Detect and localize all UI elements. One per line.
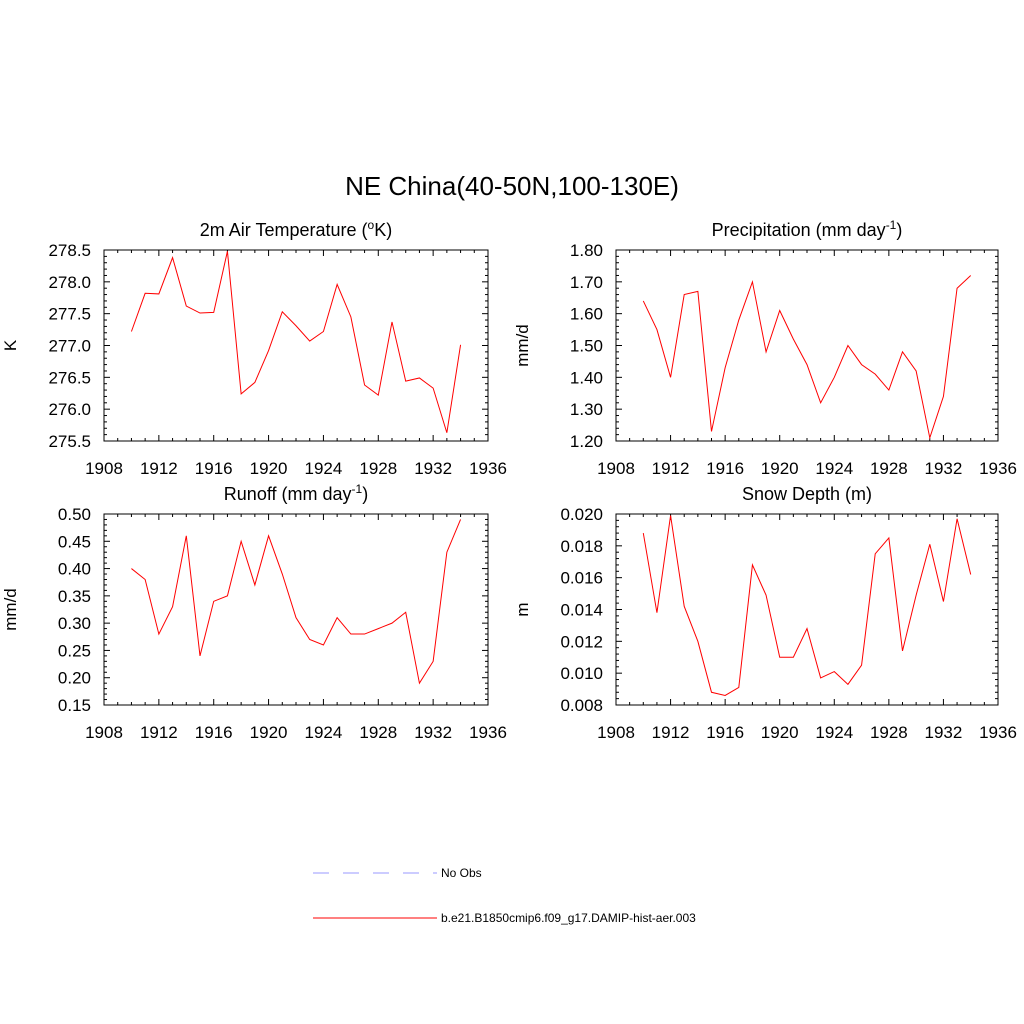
panel-2-xtick-label: 1936 (979, 459, 1017, 478)
panel-3-ytick-label: 0.50 (58, 505, 91, 524)
panel-3-ytick-label: 0.40 (58, 560, 91, 579)
panel-3-ytick-label: 0.30 (58, 614, 91, 633)
panel-4-ytick-label: 0.008 (560, 696, 603, 715)
panel-1-xtick-label: 1920 (250, 459, 288, 478)
panel-2-series-line (642, 275, 972, 440)
panel-3-ytick-label: 0.20 (58, 669, 91, 688)
panel-2-xtick-label: 1920 (761, 459, 799, 478)
panel-3-title-tail: ) (362, 484, 368, 504)
panel-1-ytick-label: 277.5 (48, 305, 91, 324)
panel-4-title-main: Snow Depth (m) (742, 484, 872, 504)
panel-2-xtick-label: 1912 (652, 459, 690, 478)
panel-1-xtick-label: 1916 (195, 459, 233, 478)
panel-2-ytick-label: 1.40 (570, 368, 603, 387)
panel-3-ytick-label: 0.45 (58, 532, 91, 551)
figure-title: NE China(40-50N,100-130E) (345, 171, 679, 201)
panel-1-xtick-label: 1924 (305, 459, 343, 478)
panel-1-ytick-label: 276.5 (48, 368, 91, 387)
panel-3-frame (103, 513, 489, 706)
panel-4-xtick-label: 1916 (706, 723, 744, 742)
panel-3-title-main: Runoff (mm day (224, 484, 352, 504)
panel-1-frame (103, 249, 489, 442)
panel-2-ylabel: mm/d (513, 324, 532, 367)
panel-3-xtick-label: 1916 (195, 723, 233, 742)
panel-2-xtick-label: 1924 (815, 459, 853, 478)
panel-2-ytick-label: 1.60 (570, 305, 603, 324)
panel-2-xtick-label: 1916 (706, 459, 744, 478)
panel-4-xtick-label: 1912 (652, 723, 690, 742)
panel-4-ytick-label: 0.020 (560, 505, 603, 524)
panel-1-xtick-label: 1932 (414, 459, 452, 478)
panel-1-xtick-label: 1912 (140, 459, 178, 478)
panel-3-xtick-label: 1932 (414, 723, 452, 742)
panel-1-ytick-label: 278.5 (48, 241, 91, 260)
panel-2-ytick-label: 1.20 (570, 432, 603, 451)
panel-1: 1908 1912 1916 1920 1924 1928 1932 1936 275.5 276… (1, 218, 507, 478)
panel-1-series-line (130, 251, 462, 433)
panel-1-title-tail: K) (374, 220, 392, 240)
panel-1-ylabel: K (1, 339, 20, 351)
panel-1-ytick-label: 276.0 (48, 400, 91, 419)
panel-4-xtick-label: 1928 (870, 723, 908, 742)
panel-4-xtick-label: 1920 (761, 723, 799, 742)
panel-1-xtick-label: 1908 (85, 459, 123, 478)
panel-4-series-line (642, 515, 972, 696)
panel-3-xtick-label: 1924 (305, 723, 343, 742)
panel-4-xtick-label: 1936 (979, 723, 1017, 742)
panel-4-ytick-label: 0.010 (560, 664, 603, 683)
legend-model-label: b.e21.B1850cmip6.f09_g17.DAMIP-hist-aer.… (441, 911, 696, 925)
panel-1-title: 2m Air Temperature (oK) (200, 218, 392, 240)
panel-1-xtick-label: 1928 (359, 459, 397, 478)
panel-4: 1908 1912 1916 1920 1924 1928 1932 1936 0.008 0.0… (513, 484, 1017, 742)
panel-3-title-sup: -1 (352, 482, 363, 496)
panel-2-title: Precipitation (mm day-1) (712, 218, 903, 240)
panel-1-ytick-label: 277.0 (48, 337, 91, 356)
panel-2-ytick-label: 1.80 (570, 241, 603, 260)
panel-1-xtick-label: 1936 (469, 459, 507, 478)
panel-4-xtick-label: 1924 (815, 723, 853, 742)
panel-3-series-line (131, 519, 462, 685)
panel-2-ytick-label: 1.70 (570, 273, 603, 292)
panel-2: 1908 1912 1916 1920 1924 1928 1932 1936 1.20 1.30… (513, 218, 1017, 478)
panel-4-xtick-label: 1932 (925, 723, 963, 742)
panel-4-ylabel: m (513, 602, 532, 616)
panel-2-frame (615, 249, 999, 442)
panel-4-ytick-label: 0.014 (560, 601, 603, 620)
panel-1-title-sup: o (368, 218, 375, 232)
panel-3-ytick-label: 0.25 (58, 641, 91, 660)
panel-4-ytick-label: 0.016 (560, 569, 603, 588)
panel-3-xtick-label: 1936 (469, 723, 507, 742)
panel-2-title-main: Precipitation (mm day (712, 220, 886, 240)
panel-2-title-tail: ) (896, 220, 902, 240)
panel-3-ytick-label: 0.35 (58, 587, 91, 606)
panel-2-xtick-label: 1908 (597, 459, 635, 478)
panel-1-ytick-label: 278.0 (48, 273, 91, 292)
panel-2-ytick-label: 1.50 (570, 337, 603, 356)
panel-3-ylabel: mm/d (1, 588, 20, 631)
panel-2-title-sup: -1 (886, 218, 897, 232)
panel-2-xtick-label: 1932 (925, 459, 963, 478)
panel-3-xtick-label: 1912 (140, 723, 178, 742)
panel-3: 1908 1912 1916 1920 1924 1928 1932 1936 0.15 0.20… (1, 482, 507, 742)
panel-2-xtick-label: 1928 (870, 459, 908, 478)
panel-4-ytick-label: 0.018 (560, 537, 603, 556)
legend: No Obs b.e21.B1850cmip6.f09_g17.DAMIP-hi… (313, 866, 696, 925)
panels: 1908 1912 1916 1920 1924 1928 1932 1936 275.5 276… (1, 218, 1017, 742)
panel-4-frame (615, 513, 999, 706)
panel-2-ytick-label: 1.30 (570, 400, 603, 419)
panel-3-xtick-label: 1908 (85, 723, 123, 742)
panel-1-ytick-label: 275.5 (48, 432, 91, 451)
panel-4-title: Snow Depth (m) (742, 484, 872, 504)
panel-4-xtick-label: 1908 (597, 723, 635, 742)
panel-3-title: Runoff (mm day-1) (224, 482, 368, 504)
panel-3-xtick-label: 1928 (359, 723, 397, 742)
legend-obs-label: No Obs (441, 866, 482, 880)
panel-3-ytick-label: 0.15 (58, 696, 91, 715)
panel-1-title-main: 2m Air Temperature ( (200, 220, 368, 240)
panel-4-ytick-label: 0.012 (560, 632, 603, 651)
panel-3-xtick-label: 1920 (250, 723, 288, 742)
